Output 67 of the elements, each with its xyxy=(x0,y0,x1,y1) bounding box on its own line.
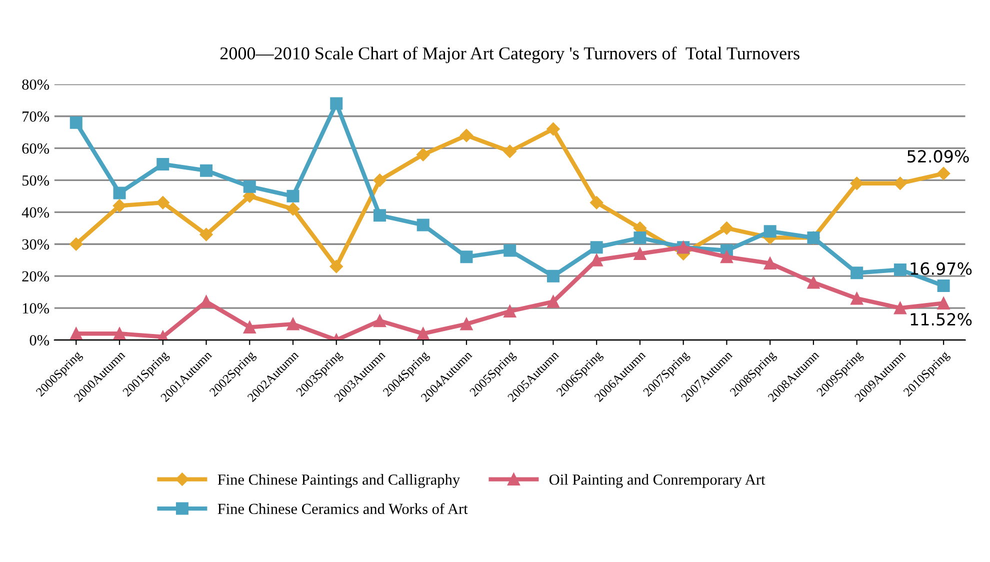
y-tick-label: 30% xyxy=(22,239,50,250)
point xyxy=(286,202,300,216)
point xyxy=(546,270,560,282)
chart-title: 2000—2010 Scale Chart of Major Art Category 's Turnovers of Total Turnovers xyxy=(220,46,800,64)
point xyxy=(720,250,733,264)
point xyxy=(807,276,820,289)
point xyxy=(373,209,386,222)
y-tick-label: 20% xyxy=(22,271,50,282)
point xyxy=(156,158,170,170)
point xyxy=(850,292,864,305)
legend-label: Fine Chinese Paintings and Calligraphy xyxy=(218,474,460,488)
point xyxy=(936,166,950,180)
legend-label: Oil Painting and Conremporary Art xyxy=(549,474,766,488)
point xyxy=(546,295,560,308)
annotation: 16.97% xyxy=(910,262,972,275)
y-tick-label: 70% xyxy=(22,111,50,122)
point xyxy=(894,263,906,276)
point xyxy=(286,318,300,330)
point xyxy=(504,304,516,318)
point xyxy=(373,314,386,328)
point xyxy=(70,116,82,129)
point xyxy=(590,241,603,254)
point xyxy=(416,218,430,232)
point xyxy=(764,225,776,238)
point xyxy=(200,295,212,308)
point xyxy=(720,222,734,235)
point xyxy=(546,122,560,136)
point xyxy=(200,164,212,177)
point xyxy=(373,174,386,187)
point xyxy=(937,280,950,292)
point xyxy=(70,238,83,251)
point xyxy=(200,228,213,242)
point xyxy=(113,327,126,340)
point xyxy=(894,302,906,314)
point xyxy=(460,250,473,264)
point xyxy=(460,128,474,142)
point xyxy=(330,260,343,274)
y-tick-label: 80% xyxy=(22,79,50,90)
point xyxy=(243,320,256,334)
y-tick-label: 50% xyxy=(22,175,50,186)
y-tick-label: 60% xyxy=(22,143,50,154)
point xyxy=(416,148,430,162)
y-tick-label: 0% xyxy=(30,335,50,346)
y-tick-label: 10% xyxy=(22,303,50,314)
point xyxy=(112,199,126,212)
point xyxy=(850,176,864,190)
point xyxy=(764,257,776,270)
point xyxy=(156,196,170,210)
point xyxy=(460,318,473,330)
point xyxy=(243,180,256,193)
point xyxy=(330,97,343,110)
point xyxy=(416,327,430,340)
point xyxy=(634,247,646,260)
annotation: 52.09% xyxy=(908,150,969,163)
point xyxy=(894,176,907,190)
point xyxy=(503,144,516,158)
point xyxy=(286,190,300,202)
point xyxy=(634,231,646,244)
point xyxy=(504,244,516,257)
point xyxy=(850,266,864,280)
point xyxy=(70,327,82,340)
annotation: 11.52% xyxy=(910,313,972,326)
y-tick-label: 40% xyxy=(22,207,50,218)
legend-label: Fine Chinese Ceramics and Works of Art xyxy=(218,503,468,514)
point xyxy=(937,296,950,310)
point xyxy=(590,196,604,210)
point xyxy=(113,186,126,200)
